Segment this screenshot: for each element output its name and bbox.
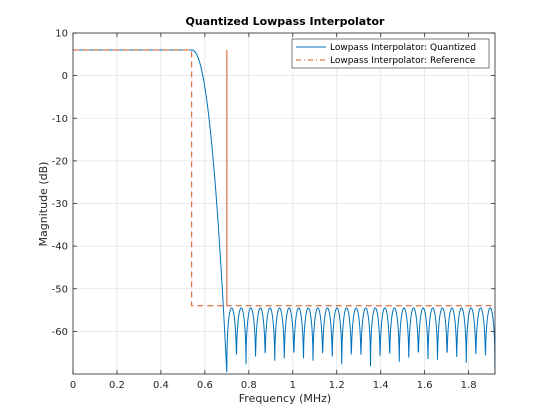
legend-box: [291, 38, 490, 69]
chart-title: Quantized Lowpass Interpolator: [186, 15, 385, 28]
x-tick-label: 0.6: [197, 380, 213, 391]
x-tick-label: 1: [290, 380, 296, 391]
x-tick-label: 1.6: [417, 380, 433, 391]
x-tick-label: 1.2: [329, 380, 345, 391]
axis-ticks: 0 0.2 0.4 0.6 0.8 1 1.2 1.4 1.6 1.8 10 0 -10 -20 -30 -4…: [52, 29, 495, 391]
y-tick-label: -20: [52, 156, 68, 167]
legend-label-reference: Lowpass Interpolator: Reference: [330, 56, 476, 66]
y-axis-label: Magnitude (dB): [37, 162, 50, 247]
y-tick-label: -60: [52, 327, 68, 338]
y-tick-label: 10: [55, 29, 68, 40]
y-tick-label: -50: [52, 284, 68, 295]
x-tick-label: 1.8: [461, 380, 477, 391]
y-tick-label: -40: [52, 242, 68, 253]
x-tick-label: 0.4: [153, 380, 169, 391]
y-tick-label: 0: [62, 71, 68, 82]
legend: Lowpass Interpolator: Quantized Lowpass …: [291, 38, 490, 69]
x-tick-label: 0.2: [109, 380, 125, 391]
x-tick-label: 0: [70, 380, 76, 391]
y-tick-label: -30: [52, 199, 68, 210]
legend-label-quantized: Lowpass Interpolator: Quantized: [330, 43, 476, 53]
series-reference-line: [73, 49, 495, 307]
x-tick-label: 1.4: [373, 380, 389, 391]
y-tick-label: -10: [52, 114, 68, 125]
x-axis-label: Frequency (MHz): [239, 392, 331, 405]
x-tick-label: 0.8: [241, 380, 257, 391]
